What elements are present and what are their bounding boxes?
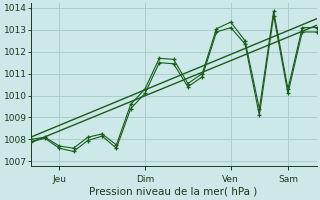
X-axis label: Pression niveau de la mer( hPa ): Pression niveau de la mer( hPa ) xyxy=(90,187,258,197)
